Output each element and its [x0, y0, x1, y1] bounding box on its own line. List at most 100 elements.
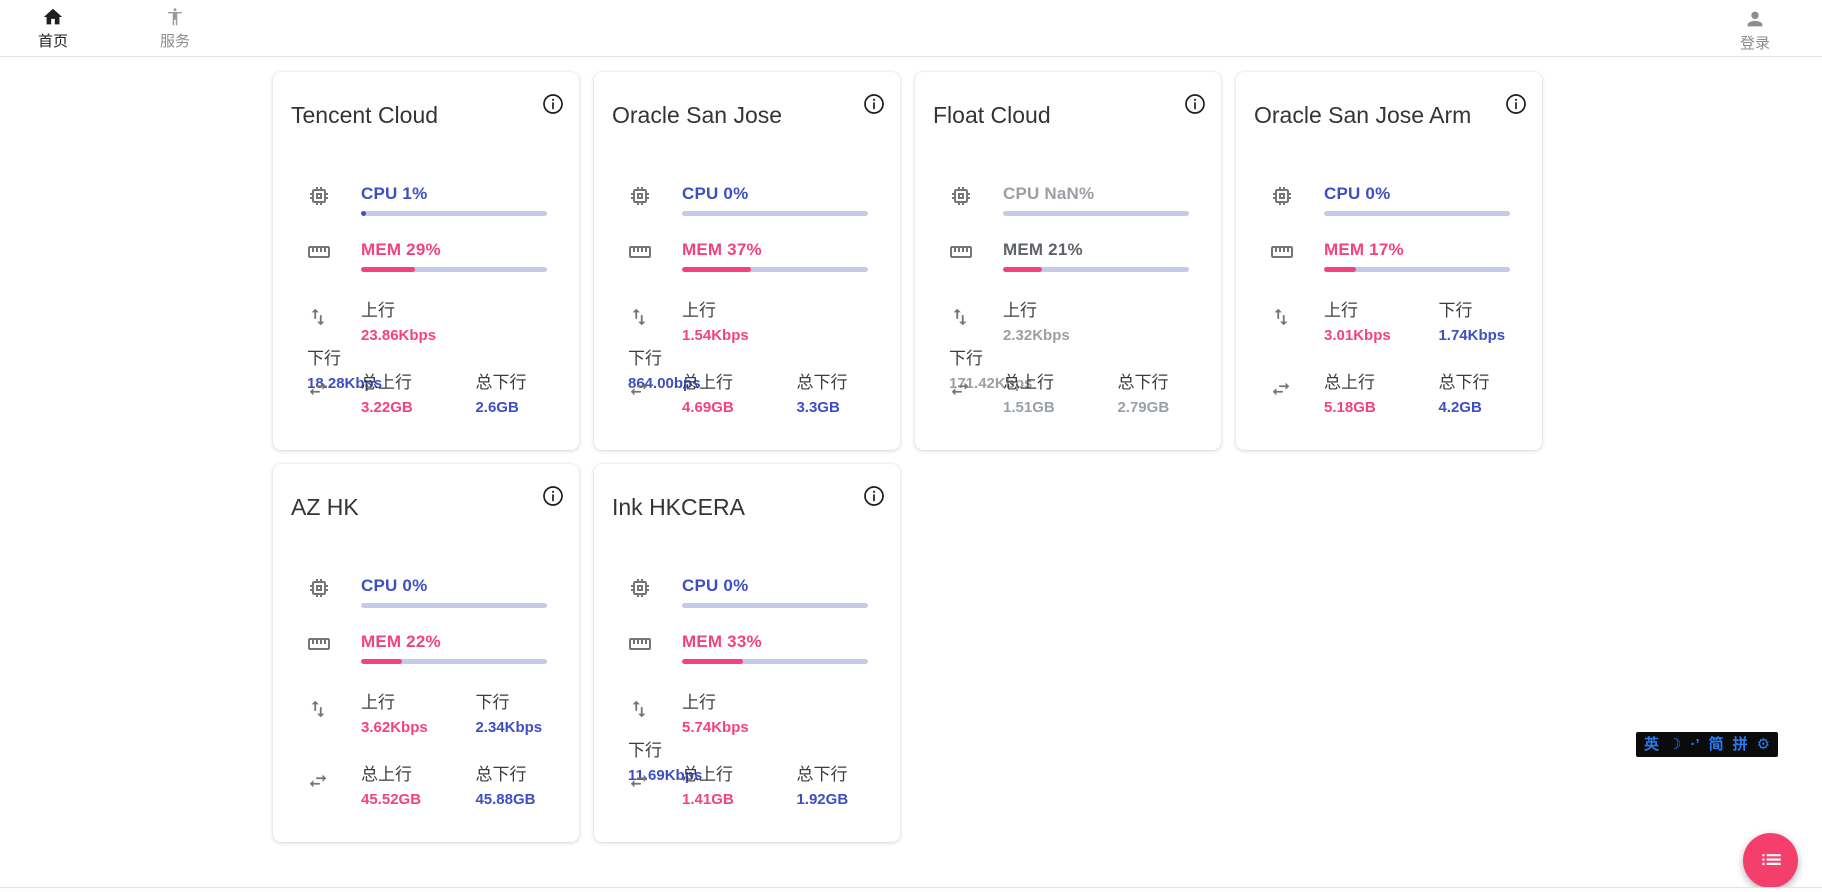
- server-card: Ink HKCERA CPU 0% MEM 33%: [594, 464, 900, 842]
- total-download-label: 总下行: [1438, 373, 1490, 392]
- server-list-fab[interactable]: [1743, 833, 1798, 888]
- ime-simplified-toggle[interactable]: 简: [1708, 736, 1724, 753]
- net-speed-row: 上行 5.74Kbps 下行 11.69Kbps: [628, 688, 868, 784]
- mem-row: MEM 29%: [307, 240, 547, 272]
- download-col: 下行 18.28Kbps: [307, 344, 382, 392]
- upload-value: 23.86Kbps: [361, 327, 437, 344]
- up-down-arrows-icon: [628, 306, 652, 330]
- upload-label: 上行: [682, 301, 716, 320]
- mem-usage-text: MEM 21%: [1003, 240, 1083, 259]
- mem-usage-text: MEM 22%: [361, 632, 441, 651]
- up-down-arrows-icon: [307, 698, 331, 722]
- mem-bar-fill: [361, 267, 415, 272]
- cpu-progress-bar: [361, 603, 547, 608]
- download-value: 2.34Kbps: [475, 719, 543, 736]
- info-icon[interactable]: [541, 484, 565, 508]
- info-icon[interactable]: [862, 484, 886, 508]
- list-icon: [1758, 846, 1784, 875]
- moon-icon[interactable]: ☽: [1668, 736, 1682, 753]
- download-value: 171.42Kbps: [949, 375, 1033, 392]
- cpu-usage-text: CPU NaN%: [1003, 184, 1095, 203]
- cpu-chip-icon: [307, 184, 331, 208]
- cpu-progress-bar: [361, 211, 547, 216]
- total-upload-label: 总上行: [1324, 373, 1375, 392]
- ime-punctuation-toggle[interactable]: ·’: [1690, 736, 1700, 753]
- mem-row: MEM 21%: [949, 240, 1189, 272]
- total-upload-label: 总上行: [361, 765, 412, 784]
- mem-bar-fill: [361, 659, 402, 664]
- up-down-arrows-icon: [307, 306, 331, 330]
- memory-ruler-icon: [949, 240, 973, 264]
- up-down-arrows-icon: [1270, 306, 1294, 330]
- gear-icon[interactable]: ⚙: [1756, 736, 1771, 753]
- swap-horizontal-icon: [949, 378, 973, 402]
- total-upload-col: 总上行 3.22GB: [361, 368, 471, 416]
- download-col: 下行 2.34Kbps: [475, 688, 542, 736]
- server-name: Ink HKCERA: [612, 494, 745, 520]
- upload-value: 1.54Kbps: [682, 327, 749, 344]
- total-upload-value: 45.52GB: [361, 791, 422, 808]
- cpu-progress-bar: [682, 603, 868, 608]
- nav-item-home[interactable]: 首页: [38, 6, 68, 51]
- server-name: Oracle San Jose: [612, 102, 783, 128]
- memory-ruler-icon: [307, 632, 331, 656]
- server-card: Tencent Cloud CPU 1% MEM 29%: [273, 72, 579, 450]
- swap-horizontal-icon: [628, 770, 652, 794]
- cards-grid: Tencent Cloud CPU 1% MEM 29%: [273, 72, 1563, 842]
- total-upload-label: 总上行: [682, 765, 733, 784]
- server-name: Oracle San Jose Arm: [1254, 102, 1472, 128]
- download-label: 下行: [628, 349, 662, 368]
- mem-progress-bar: [1003, 267, 1189, 272]
- memory-ruler-icon: [307, 240, 331, 264]
- info-icon[interactable]: [541, 92, 565, 116]
- server-card: Float Cloud CPU NaN% MEM 21%: [915, 72, 1221, 450]
- total-download-label: 总下行: [475, 765, 527, 784]
- person-services-icon: [164, 6, 186, 28]
- cpu-usage-text: CPU 0%: [682, 184, 749, 203]
- total-download-value: 45.88GB: [475, 791, 536, 808]
- cpu-chip-icon: [628, 184, 652, 208]
- upload-col: 上行 2.32Kbps: [1003, 296, 1113, 344]
- total-download-col: 总下行 45.88GB: [475, 760, 535, 808]
- nav-item-services[interactable]: 服务: [160, 6, 190, 51]
- upload-label: 上行: [682, 693, 716, 712]
- memory-ruler-icon: [1270, 240, 1294, 264]
- info-icon[interactable]: [1183, 92, 1207, 116]
- mem-progress-bar: [361, 267, 547, 272]
- total-upload-col: 总上行 4.69GB: [682, 368, 792, 416]
- net-speed-row: 上行 2.32Kbps 下行 171.42Kbps: [949, 296, 1189, 392]
- upload-value: 5.74Kbps: [682, 719, 749, 736]
- total-upload-col: 总上行 45.52GB: [361, 760, 471, 808]
- upload-label: 上行: [361, 301, 395, 320]
- ime-pinyin-toggle[interactable]: 拼: [1732, 736, 1748, 753]
- upload-label: 上行: [1324, 301, 1358, 320]
- total-download-label: 总下行: [475, 373, 527, 392]
- total-download-label: 总下行: [1117, 373, 1169, 392]
- upload-col: 上行 23.86Kbps: [361, 296, 471, 344]
- info-icon[interactable]: [1504, 92, 1528, 116]
- nav-item-login[interactable]: 登录: [1740, 8, 1770, 53]
- cpu-usage-text: CPU 0%: [361, 576, 428, 595]
- mem-usage-text: MEM 37%: [682, 240, 762, 259]
- download-value: 18.28Kbps: [307, 375, 383, 392]
- mem-bar-fill: [682, 659, 744, 664]
- server-card: AZ HK CPU 0% MEM 22%: [273, 464, 579, 842]
- nav-item-label: 登录: [1739, 35, 1770, 52]
- total-upload-col: 总上行 1.41GB: [682, 760, 792, 808]
- total-download-value: 1.92GB: [796, 791, 849, 808]
- net-total-row: 总上行 45.52GB 总下行 45.88GB: [307, 760, 547, 808]
- cpu-usage-text: CPU 1%: [361, 184, 428, 203]
- upload-value: 3.01Kbps: [1324, 327, 1391, 344]
- ime-lang-toggle[interactable]: 英: [1644, 736, 1660, 753]
- net-total-row: 总上行 3.22GB 总下行 2.6GB: [307, 368, 547, 416]
- info-icon[interactable]: [862, 92, 886, 116]
- cpu-row: CPU 0%: [307, 576, 547, 608]
- server-name: Float Cloud: [933, 102, 1051, 128]
- mem-row: MEM 33%: [628, 632, 868, 664]
- swap-horizontal-icon: [307, 378, 331, 402]
- mem-row: MEM 22%: [307, 632, 547, 664]
- home-icon: [42, 6, 64, 28]
- total-download-label: 总下行: [796, 765, 848, 784]
- total-upload-value: 1.51GB: [1003, 399, 1055, 416]
- upload-label: 上行: [361, 693, 395, 712]
